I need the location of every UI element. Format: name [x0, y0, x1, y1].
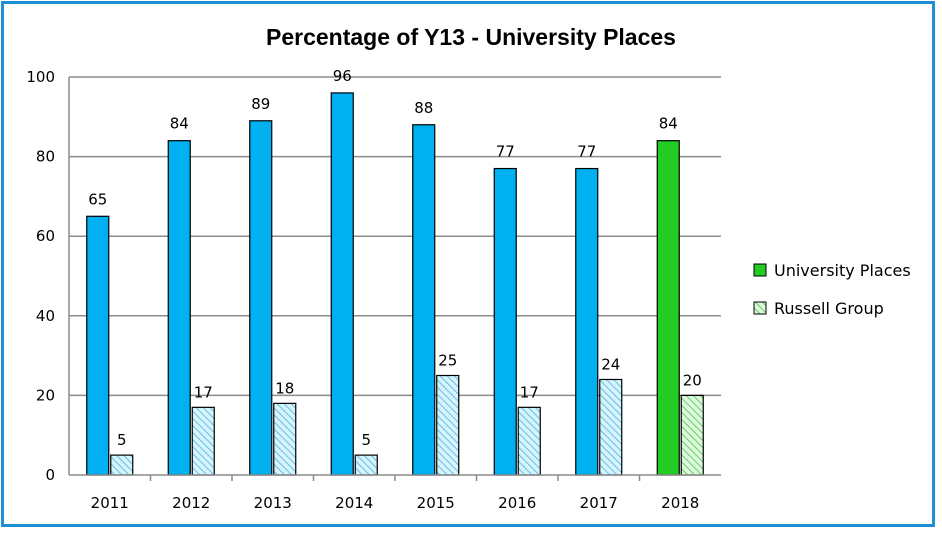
data-label-russell-group: 5 — [117, 431, 127, 449]
legend-swatch — [753, 301, 767, 315]
x-tick-label: 2011 — [91, 494, 129, 512]
data-label-university-places: 84 — [659, 115, 678, 133]
x-tick-label: 2015 — [417, 494, 455, 512]
y-tick-label: 0 — [45, 466, 55, 484]
x-tick-label: 2013 — [254, 494, 292, 512]
legend-label: University Places — [774, 261, 911, 280]
bar-university-places — [575, 167, 599, 476]
legend-label: Russell Group — [774, 299, 884, 318]
bar-russell-group — [191, 406, 215, 476]
bars — [86, 92, 704, 476]
bar-russell-group — [517, 406, 541, 476]
grid-lines — [69, 76, 721, 397]
data-label-university-places: 77 — [496, 143, 515, 161]
x-tick-label: 2014 — [335, 494, 373, 512]
data-label-russell-group: 17 — [194, 383, 213, 401]
bar-university-places — [493, 167, 517, 476]
bar-university-places — [167, 140, 191, 476]
x-tick-label: 2012 — [172, 494, 210, 512]
y-tick-label: 100 — [26, 68, 55, 86]
data-label-university-places: 84 — [170, 115, 189, 133]
bar-russell-group — [354, 454, 378, 476]
bar-russell-group — [599, 378, 623, 476]
chart-frame — [1, 1, 935, 527]
bar-university-places — [249, 120, 273, 476]
data-label-russell-group: 20 — [683, 371, 702, 389]
x-tick-label: 2016 — [498, 494, 536, 512]
bar-university-places — [656, 140, 680, 476]
bar-russell-group — [436, 374, 460, 476]
data-label-russell-group: 24 — [601, 355, 620, 373]
legend: University Places Russell Group — [753, 261, 911, 318]
chart-title: Percentage of Y13 - University Places — [266, 24, 676, 50]
data-label-russell-group: 5 — [361, 431, 371, 449]
x-tick-label: 2017 — [580, 494, 618, 512]
data-label-university-places: 88 — [414, 99, 433, 117]
data-labels: 65 5 84 17 89 18 96 5 88 25 77 17 77 24 84 20 — [88, 67, 702, 449]
data-label-university-places: 89 — [251, 95, 270, 113]
x-tick-label: 2018 — [661, 494, 699, 512]
bar-university-places — [412, 124, 436, 476]
data-label-russell-group: 25 — [438, 352, 457, 370]
bar-russell-group — [273, 402, 297, 476]
bar-university-places — [86, 215, 110, 476]
y-tick-label: 20 — [36, 386, 55, 404]
data-label-russell-group: 18 — [275, 379, 294, 397]
y-tick-label: 80 — [36, 148, 55, 166]
bar-russell-group — [110, 454, 134, 476]
data-label-russell-group: 17 — [520, 383, 539, 401]
y-tick-label: 60 — [36, 227, 55, 245]
bar-university-places — [330, 92, 354, 476]
bar-russell-group — [680, 394, 704, 476]
data-label-university-places: 77 — [577, 143, 596, 161]
legend-swatch — [753, 263, 767, 277]
data-label-university-places: 65 — [88, 190, 107, 208]
data-label-university-places: 96 — [333, 67, 352, 85]
y-tick-label: 40 — [36, 307, 55, 325]
